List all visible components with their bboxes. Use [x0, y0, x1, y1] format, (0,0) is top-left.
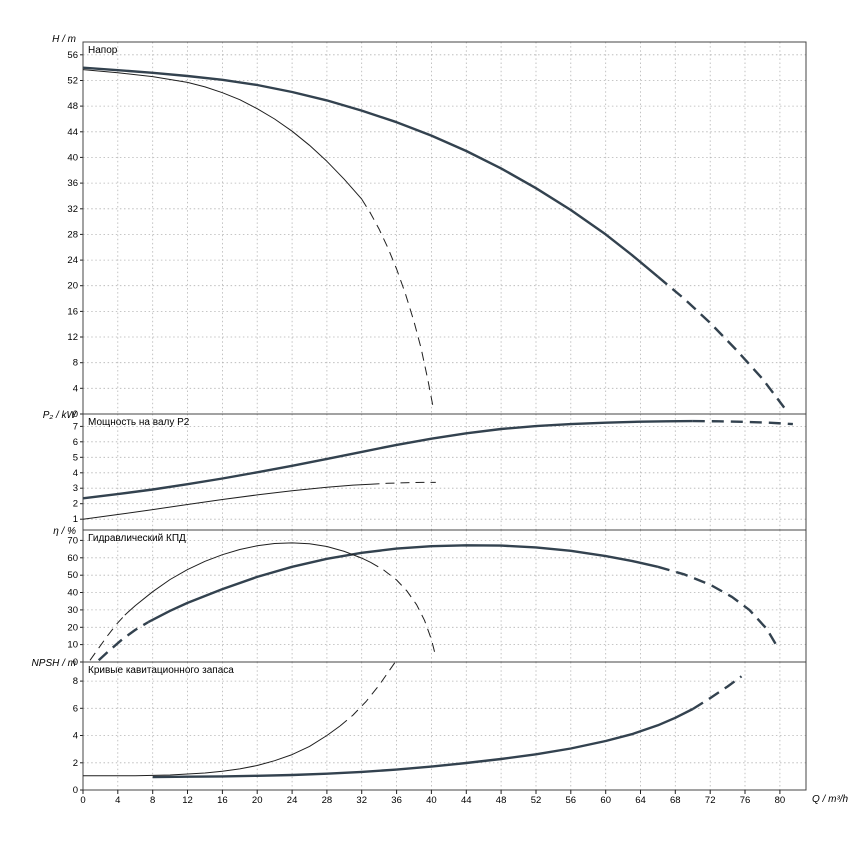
- x-axis-label: Q / m³/h: [812, 794, 849, 805]
- x-tick-label: 8: [150, 795, 155, 806]
- y-tick-label: 10: [67, 640, 78, 651]
- panel-border: [82, 529, 807, 663]
- x-tick-label: 48: [496, 795, 507, 806]
- y-axis-label-power: P₂ / kW: [42, 410, 76, 421]
- x-tick-label: 44: [461, 795, 472, 806]
- y-tick-label: 40: [67, 588, 78, 599]
- efficiency-curve-1-dashed: [657, 565, 780, 649]
- y-tick-label: 7: [73, 421, 78, 432]
- y-tick-label: 30: [67, 605, 78, 616]
- y-tick-label: 32: [67, 204, 78, 215]
- panel-title-power: Мощность на валу P2: [88, 417, 190, 428]
- y-axis-label-efficiency: η / %: [53, 526, 76, 537]
- y-tick-label: 0: [73, 785, 78, 796]
- head-curve-1-dashed: [657, 275, 786, 409]
- y-tick-label: 48: [67, 101, 78, 112]
- head-curve-2-dashed: [361, 198, 434, 408]
- efficiency-curve-1-solid: [147, 544, 659, 624]
- x-tick-label: 28: [322, 795, 333, 806]
- x-tick-label: 60: [600, 795, 611, 806]
- y-tick-label: 2: [73, 499, 78, 510]
- x-tick-label: 24: [287, 795, 298, 806]
- panel-title-npsh: Кривые кавитационного запаса: [88, 665, 234, 676]
- x-tick-label: 72: [705, 795, 716, 806]
- y-tick-label: 0: [73, 657, 78, 668]
- x-tick-label: 52: [531, 795, 542, 806]
- y-tick-label: 4: [73, 731, 78, 742]
- y-axis-label-head: H / m: [52, 34, 76, 45]
- y-tick-label: 8: [73, 358, 78, 369]
- y-tick-label: 20: [67, 622, 78, 633]
- x-tick-label: 56: [566, 795, 577, 806]
- y-tick-label: 16: [67, 306, 78, 317]
- y-tick-label: 2: [73, 758, 78, 769]
- y-tick-label: 36: [67, 178, 78, 189]
- x-tick-label: 16: [217, 795, 228, 806]
- y-tick-label: 0: [73, 409, 78, 420]
- y-tick-label: 70: [67, 535, 78, 546]
- panel-border: [82, 41, 807, 415]
- x-tick-label: 12: [182, 795, 193, 806]
- panel-title-head: Напор: [88, 45, 118, 56]
- power-curve-1-dashed: [692, 419, 793, 426]
- x-tick-label: 64: [635, 795, 646, 806]
- x-tick-label: 68: [670, 795, 681, 806]
- y-tick-label: 40: [67, 152, 78, 163]
- npsh-curve-1-dashed: [692, 675, 743, 711]
- head-curve-1-solid: [82, 66, 659, 278]
- y-tick-label: 1: [73, 514, 78, 525]
- panel-title-efficiency: Гидравлический КПД: [88, 533, 186, 544]
- x-tick-label: 80: [775, 795, 786, 806]
- y-tick-label: 20: [67, 281, 78, 292]
- y-tick-label: 4: [73, 468, 78, 479]
- y-tick-label: 6: [73, 437, 78, 448]
- y-tick-label: 4: [73, 383, 78, 394]
- efficiency-curve-1-dashed: [97, 621, 149, 662]
- efficiency-curve-2-dashed: [89, 614, 126, 661]
- npsh-curve-2-solid: [83, 725, 341, 777]
- x-tick-label: 4: [115, 795, 120, 806]
- power-curve-2-dashed: [370, 481, 436, 485]
- x-tick-label: 20: [252, 795, 263, 806]
- head-curve-2-solid: [82, 69, 363, 200]
- power-curve-2-solid: [82, 483, 371, 520]
- y-tick-label: 24: [67, 255, 78, 266]
- y-tick-label: 5: [73, 452, 78, 463]
- y-tick-label: 12: [67, 332, 78, 343]
- efficiency-curve-2-solid: [124, 542, 371, 616]
- y-tick-label: 52: [67, 76, 78, 87]
- y-tick-label: 50: [67, 570, 78, 581]
- y-tick-label: 44: [67, 127, 78, 138]
- y-tick-label: 3: [73, 483, 78, 494]
- y-tick-label: 28: [67, 229, 78, 240]
- efficiency-curve-2-dashed: [370, 561, 437, 657]
- panel-border: [82, 413, 807, 531]
- x-tick-label: 76: [740, 795, 751, 806]
- y-axis-label-npsh: NPSH / m: [31, 658, 76, 669]
- power-curve-1-solid: [82, 419, 693, 500]
- x-tick-label: 36: [391, 795, 402, 806]
- y-tick-label: 6: [73, 703, 78, 714]
- x-tick-label: 32: [356, 795, 367, 806]
- panel-border: [82, 661, 807, 791]
- npsh-curve-2-dashed: [339, 662, 396, 727]
- y-tick-label: 60: [67, 553, 78, 564]
- npsh-curve-1-solid: [152, 707, 694, 779]
- x-tick-label: 40: [426, 795, 437, 806]
- x-tick-label: 0: [80, 795, 85, 806]
- y-tick-label: 56: [67, 50, 78, 61]
- y-tick-label: 8: [73, 676, 78, 687]
